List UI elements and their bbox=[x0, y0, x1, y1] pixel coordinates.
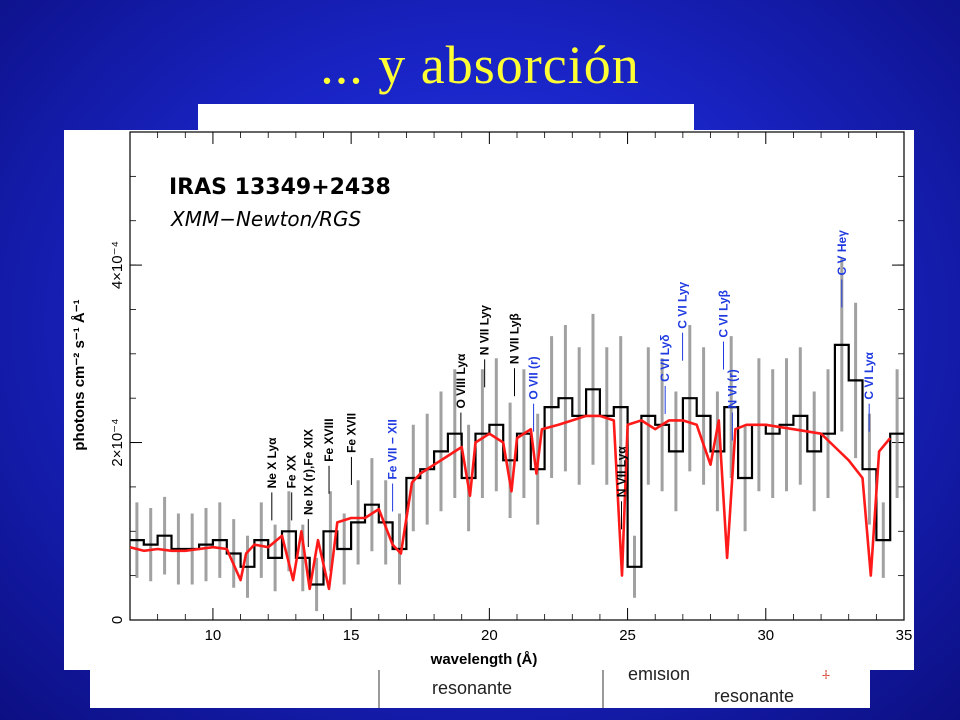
y-axis-label: photons cm⁻² s⁻¹ Å⁻¹ bbox=[71, 299, 88, 450]
annotation-label: Ne IX (r),Fe XIX bbox=[301, 429, 315, 515]
resonant-label-left: resonante bbox=[432, 678, 513, 698]
annotation-label: Ne X Lyα bbox=[265, 437, 279, 489]
y-tick-label: 4×10⁻⁴ bbox=[109, 241, 126, 289]
x-tick-label: 15 bbox=[343, 627, 360, 644]
x-axis-label: wavelength (Å) bbox=[430, 651, 538, 668]
chart-subtitle: XMM−Newton/RGS bbox=[170, 207, 361, 231]
annotation-label: N VII Lyα bbox=[614, 446, 628, 498]
annotation-label: Fe VII − XII bbox=[386, 419, 400, 479]
chart-title: IRAS 13349+2438 bbox=[169, 175, 391, 200]
annotation-label: C VI Lyδ bbox=[658, 334, 672, 382]
annotation-label: C VI Lyγ bbox=[676, 281, 690, 328]
annotation-label: N VI (r) bbox=[725, 369, 739, 408]
annotation-label: O VII (r) bbox=[527, 356, 541, 399]
y-tick-label: 2×10⁻⁴ bbox=[109, 418, 126, 466]
x-tick-label: 10 bbox=[205, 627, 222, 644]
annotation-label: C VI Lyβ bbox=[716, 290, 730, 338]
resonant-label-right: resonante bbox=[714, 686, 795, 706]
annotation-label: N VII Lyγ bbox=[478, 305, 492, 356]
annotation-label: Fe XX bbox=[285, 455, 299, 488]
annotation-label: C V Heγ bbox=[835, 230, 849, 276]
x-tick-label: 35 bbox=[896, 627, 913, 644]
red-glyph-icon: ‡ bbox=[822, 664, 830, 681]
annotation-label: Fe XVII bbox=[344, 413, 358, 453]
spectrum-figure: 10 15 20 25 30 35 0 2×10⁻⁴ 4×10⁻⁴ Ne X Lyα Fe XX N… bbox=[64, 130, 914, 670]
model-series-line bbox=[129, 414, 892, 591]
annotation-label: O VIII Lyα bbox=[454, 353, 468, 409]
x-tick-label: 20 bbox=[481, 627, 498, 644]
y-tick-label: 0 bbox=[109, 616, 126, 624]
annotation-label: N VII Lyβ bbox=[508, 313, 522, 364]
annotation-label: C VI Lyα bbox=[862, 351, 876, 399]
panel-divider bbox=[378, 660, 380, 708]
x-tick-label: 30 bbox=[757, 627, 774, 644]
slide-title: ... y absorción bbox=[320, 35, 640, 95]
annotation-label: Fe XVIII bbox=[322, 418, 336, 461]
x-tick-label: 25 bbox=[619, 627, 636, 644]
panel-divider bbox=[602, 660, 604, 708]
